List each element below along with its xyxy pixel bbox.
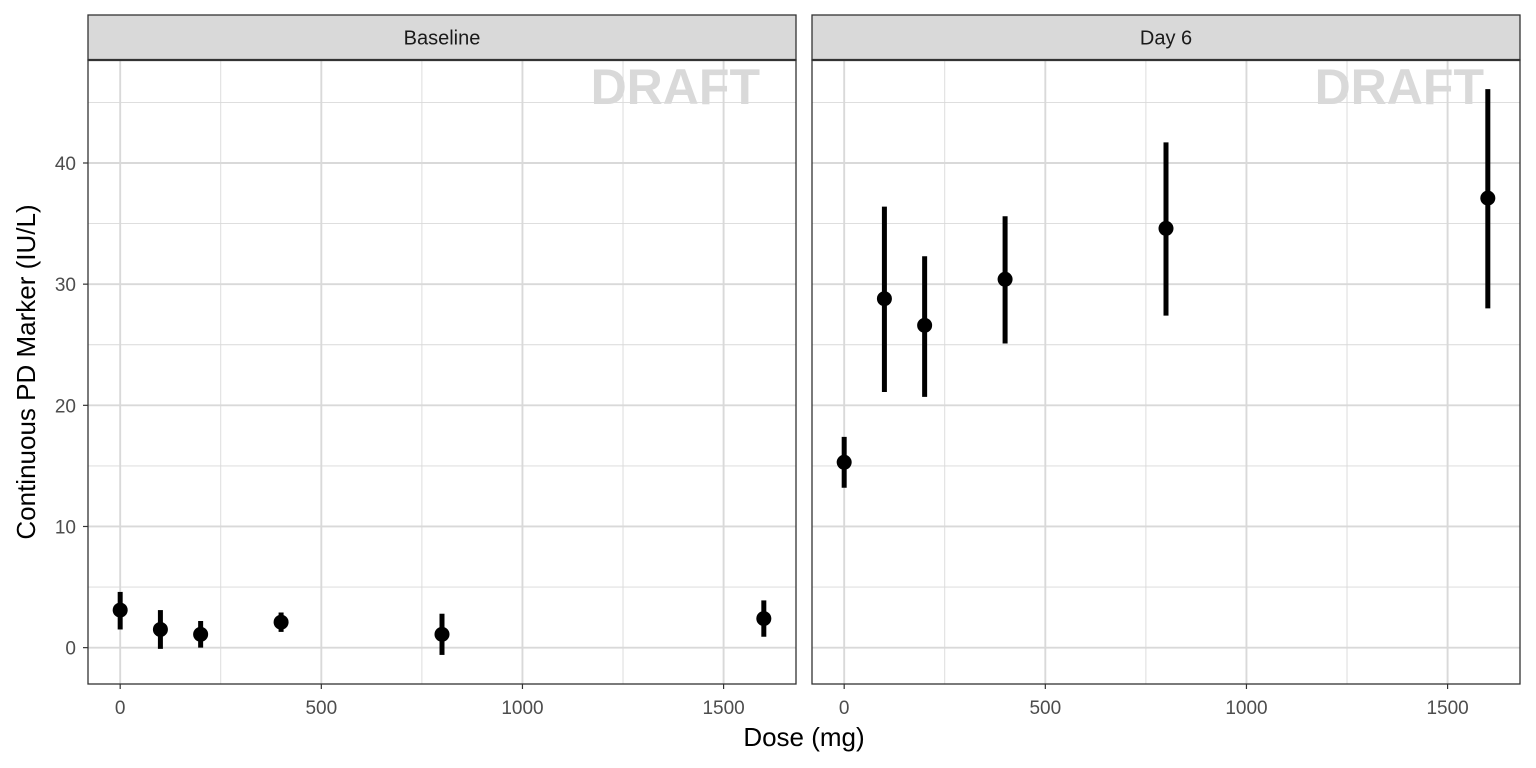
data-point: [434, 626, 450, 642]
x-tick-label: 500: [305, 698, 337, 719]
data-point: [1480, 190, 1496, 206]
y-tick-label: 0: [65, 639, 76, 660]
facet-strip-label: Baseline: [404, 28, 481, 50]
y-tick-label: 10: [55, 517, 76, 538]
facet-panel-0: DRAFT Baseline 0 500 1000 1500: [87, 14, 797, 719]
y-axis-ticks: 0 10 20 30 40: [55, 154, 88, 660]
data-point: [997, 271, 1013, 287]
x-tick-label: 0: [115, 698, 126, 719]
data-point: [876, 291, 892, 307]
data-point: [756, 611, 772, 627]
y-tick-label: 40: [55, 154, 76, 175]
data-point: [112, 602, 128, 618]
draft-watermark: DRAFT: [591, 59, 760, 115]
x-axis-title: Dose (mg): [743, 722, 864, 752]
y-tick-label: 20: [55, 396, 76, 417]
data-point: [193, 626, 209, 642]
x-tick-label: 1500: [702, 698, 744, 719]
data-point: [917, 317, 933, 333]
data-point: [1158, 220, 1174, 236]
data-point: [836, 454, 852, 470]
x-tick-label: 1500: [1426, 698, 1468, 719]
data-point: [273, 614, 289, 630]
x-tick-label: 1000: [501, 698, 543, 719]
facet-strip-label: Day 6: [1140, 28, 1192, 50]
facet-strip: [811, 14, 1521, 61]
x-tick-label: 1000: [1225, 698, 1267, 719]
data-point: [152, 621, 168, 637]
x-tick-label: 0: [839, 698, 850, 719]
draft-watermark: DRAFT: [1315, 59, 1484, 115]
x-tick-label: 500: [1029, 698, 1061, 719]
panels-layer: DRAFT Baseline 0 500 1000 1500 DRAFT Day 6 0 500 1…: [87, 14, 1521, 719]
panel-background: [88, 60, 796, 684]
y-tick-label: 30: [55, 275, 76, 296]
y-axis-title: Continuous PD Marker (IU/L): [11, 204, 41, 539]
facet-strip: [87, 14, 797, 61]
facet-panel-1: DRAFT Day 6 0 500 1000 1500: [811, 14, 1521, 719]
